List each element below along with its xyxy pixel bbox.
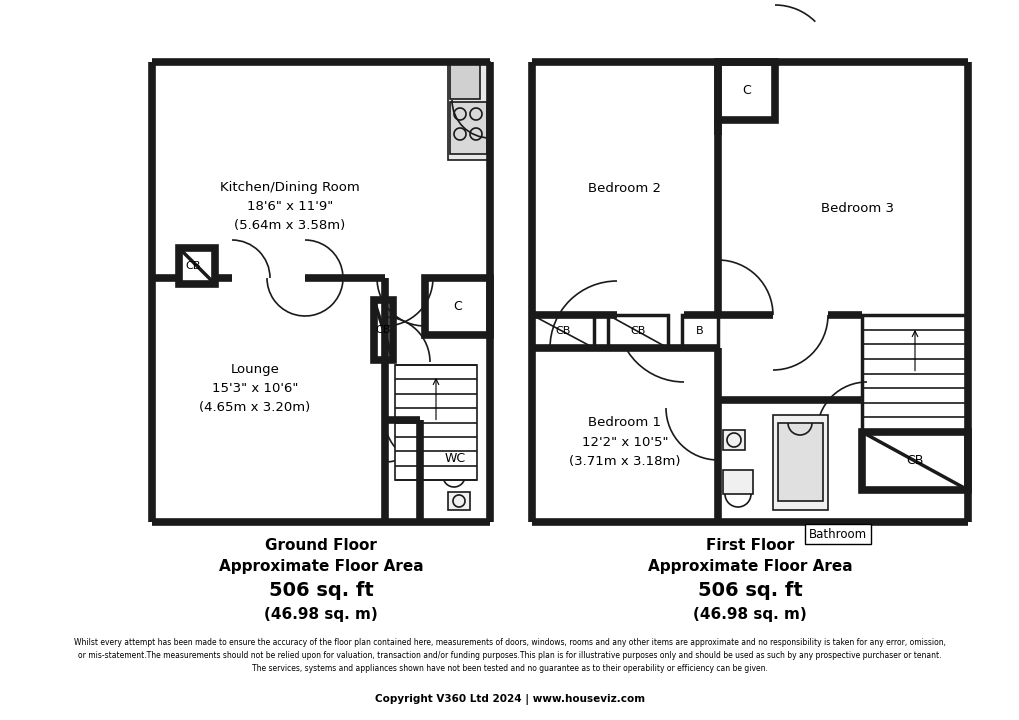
Bar bbox=[861, 315, 967, 432]
Bar bbox=[178, 248, 215, 284]
Bar bbox=[722, 470, 752, 494]
Text: WC: WC bbox=[444, 452, 465, 466]
Text: 506 sq. ft: 506 sq. ft bbox=[697, 580, 802, 600]
Text: Copyright V360 Ltd 2024 | www.houseviz.com: Copyright V360 Ltd 2024 | www.houseviz.c… bbox=[375, 694, 644, 705]
Bar bbox=[722, 430, 744, 450]
Text: First Floor: First Floor bbox=[705, 539, 794, 554]
Text: B: B bbox=[696, 326, 703, 336]
Bar bbox=[777, 423, 822, 501]
Text: 12'2" x 10'5": 12'2" x 10'5" bbox=[581, 436, 667, 449]
Bar bbox=[682, 315, 717, 348]
Text: C: C bbox=[742, 84, 750, 97]
Text: C: C bbox=[452, 300, 462, 313]
Bar bbox=[607, 315, 667, 348]
Text: Approximate Floor Area: Approximate Floor Area bbox=[218, 559, 423, 574]
Text: (5.64m x 3.58m): (5.64m x 3.58m) bbox=[234, 220, 345, 233]
Text: Bedroom 2: Bedroom 2 bbox=[588, 182, 661, 195]
Bar bbox=[394, 365, 477, 480]
Text: Ground Floor: Ground Floor bbox=[265, 539, 377, 554]
Text: Whilst every attempt has been made to ensure the accuracy of the floor plan cont: Whilst every attempt has been made to en… bbox=[74, 638, 945, 647]
Text: Bedroom 3: Bedroom 3 bbox=[820, 202, 894, 215]
Bar bbox=[861, 432, 967, 490]
Bar bbox=[717, 62, 774, 120]
Text: CB: CB bbox=[630, 326, 645, 336]
Bar bbox=[439, 456, 468, 476]
Text: Bedroom 1: Bedroom 1 bbox=[588, 416, 661, 430]
Text: 506 sq. ft: 506 sq. ft bbox=[268, 580, 373, 600]
Text: Kitchen/Dining Room: Kitchen/Dining Room bbox=[220, 181, 360, 194]
Bar bbox=[532, 315, 593, 348]
Text: CB: CB bbox=[906, 454, 923, 467]
Bar bbox=[772, 415, 827, 510]
Text: CB: CB bbox=[185, 261, 201, 271]
Text: The services, systems and appliances shown have not been tested and no guarantee: The services, systems and appliances sho… bbox=[252, 664, 767, 673]
Text: Approximate Floor Area: Approximate Floor Area bbox=[647, 559, 852, 574]
Text: (3.71m x 3.18m): (3.71m x 3.18m) bbox=[569, 454, 680, 467]
Text: CB: CB bbox=[554, 326, 570, 336]
Text: (46.98 sq. m): (46.98 sq. m) bbox=[693, 606, 806, 621]
Text: (4.65m x 3.20m): (4.65m x 3.20m) bbox=[199, 402, 311, 415]
Text: CB: CB bbox=[375, 325, 391, 335]
Text: 15'3" x 10'6": 15'3" x 10'6" bbox=[212, 382, 298, 395]
Text: (46.98 sq. m): (46.98 sq. m) bbox=[264, 606, 377, 621]
Bar bbox=[449, 64, 480, 99]
Text: Bathroom: Bathroom bbox=[808, 528, 866, 541]
Bar bbox=[447, 492, 470, 510]
Bar bbox=[449, 102, 486, 154]
Text: or mis-statement.The measurements should not be relied upon for valuation, trans: or mis-statement.The measurements should… bbox=[78, 651, 941, 660]
Text: 18'6" x 11'9": 18'6" x 11'9" bbox=[247, 200, 333, 214]
Bar bbox=[447, 62, 489, 160]
Bar bbox=[425, 278, 489, 335]
Bar bbox=[374, 300, 392, 360]
Text: Lounge: Lounge bbox=[230, 364, 279, 377]
